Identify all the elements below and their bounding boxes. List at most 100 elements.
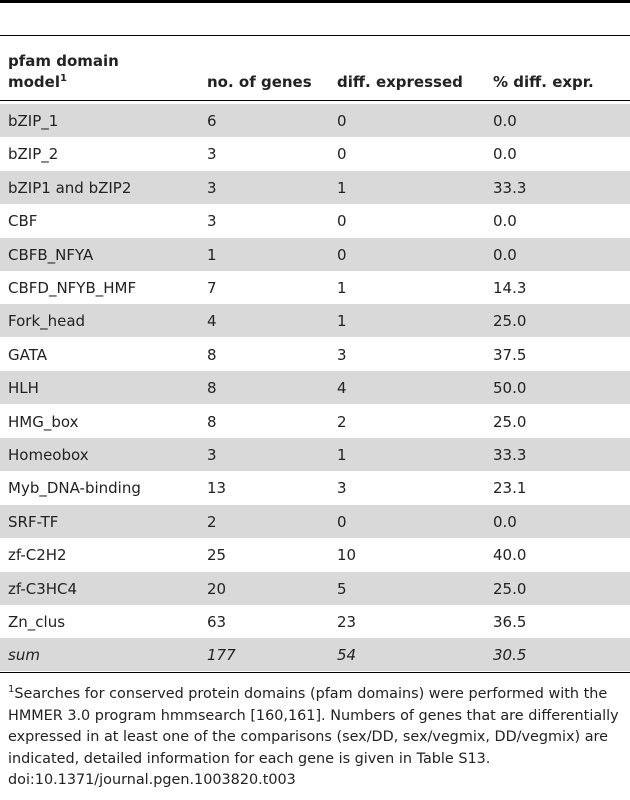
table-cell: 3: [337, 345, 347, 364]
rule: [0, 671, 630, 673]
table-row: Fork_head 4 1 25.0: [0, 304, 630, 338]
table-cell: 30.5: [493, 646, 527, 665]
table-cell: Myb_DNA-binding: [8, 479, 141, 498]
table-cell: 3: [207, 178, 217, 197]
table-row: Myb_DNA-binding 13 3 23.1: [0, 471, 630, 504]
table-row: CBFD_NFYB_HMF 7 1 14.3: [0, 271, 630, 304]
header-cell: no. of genes: [207, 73, 312, 91]
table-row: GATA 8 3 37.5: [0, 338, 630, 371]
header-cell: diff. expressed: [337, 73, 463, 91]
table-row: SRF-TF 2 0 0.0: [0, 504, 630, 538]
table-cell: zf-C2H2: [8, 546, 67, 565]
table-cell: 0.0: [493, 145, 517, 164]
table-cell: 33.3: [493, 178, 527, 197]
table-row: bZIP_2 3 0 0.0: [0, 137, 630, 170]
table-cell: 40.0: [493, 546, 527, 565]
table-cell: 3: [337, 479, 347, 498]
footnote-marker: 1: [60, 73, 67, 84]
table-cell: 0.0: [493, 245, 517, 264]
footnote-marker: 1: [8, 684, 15, 696]
table-cell: 63: [207, 613, 227, 631]
table-cell: HLH: [8, 379, 39, 398]
table-cell: 23.1: [493, 479, 527, 498]
table-cell: 1: [337, 312, 347, 331]
table-cell: GATA: [8, 345, 47, 364]
header-cell: % diff. expr.: [493, 73, 594, 91]
table-cell: 0.0: [493, 512, 517, 531]
table-row: sum 177 54 30.5: [0, 638, 630, 672]
table-cell: 20: [207, 579, 227, 598]
table-cell: 0.0: [493, 112, 517, 130]
table-cell: zf-C3HC4: [8, 579, 78, 598]
table-cell: 8: [207, 345, 217, 364]
table-row: bZIP1 and bZIP2 3 1 33.3: [0, 170, 630, 204]
table-cell: HMG_box: [8, 412, 79, 431]
table-cell: sum: [8, 646, 40, 665]
table-row: HLH 8 4 50.0: [0, 371, 630, 405]
table-row: Homeobox 3 1 33.3: [0, 438, 630, 471]
table-cell: 13: [207, 479, 227, 498]
table-cell: 23: [337, 613, 357, 631]
rule: [0, 100, 630, 101]
table-cell: 0: [337, 512, 347, 531]
table-cell: 50.0: [493, 379, 527, 398]
table-cell: 1: [207, 245, 217, 264]
table-cell: 7: [207, 279, 217, 297]
table-row: bZIP_1 6 0 0.0: [0, 104, 630, 137]
header-cell: pfam domain model1: [8, 51, 178, 93]
table-cell: 0: [337, 145, 347, 164]
rule: [0, 35, 630, 36]
table-cell: 3: [207, 145, 217, 164]
table-cell: 1: [337, 279, 347, 297]
footnote-text: Searches for conserved protein domains (…: [8, 686, 619, 767]
table-cell: 14.3: [493, 279, 527, 297]
table-cell: 0.0: [493, 212, 517, 231]
table-cell: Zn_clus: [8, 613, 66, 631]
table-row: CBF 3 0 0.0: [0, 204, 630, 237]
table-cell: 5: [337, 579, 347, 598]
table-cell: 2: [337, 412, 347, 431]
table-cell: Fork_head: [8, 312, 86, 331]
table-cell: 1: [337, 446, 347, 464]
table-cell: 25.0: [493, 579, 527, 598]
table-cell: 54: [337, 646, 357, 665]
table-cell: SRF-TF: [8, 512, 59, 531]
table-cell: CBFB_NFYA: [8, 245, 94, 264]
table-cell: 3: [207, 212, 217, 231]
table-cell: 2: [207, 512, 217, 531]
table-cell: 177: [207, 646, 236, 665]
footnote: 1Searches for conserved protein domains …: [8, 684, 626, 792]
top-border: [0, 0, 630, 3]
doi: doi:10.1371/journal.pgen.1003820.t003: [8, 772, 296, 788]
table-cell: 25.0: [493, 312, 527, 331]
table-cell: 33.3: [493, 446, 527, 464]
table-cell: CBFD_NFYB_HMF: [8, 279, 137, 297]
table-cell: 25.0: [493, 412, 527, 431]
table-cell: 4: [207, 312, 217, 331]
table-cell: 8: [207, 379, 217, 398]
table-cell: 6: [207, 112, 217, 130]
table-cell: bZIP_2: [8, 145, 59, 164]
table-cell: 1: [337, 178, 347, 197]
table-row: zf-C2H2 25 10 40.0: [0, 538, 630, 571]
table-cell: 10: [337, 546, 357, 565]
table-cell: 0: [337, 212, 347, 231]
table-cell: 3: [207, 446, 217, 464]
table-cell: 0: [337, 112, 347, 130]
table-row: HMG_box 8 2 25.0: [0, 405, 630, 438]
table-cell: 0: [337, 245, 347, 264]
table-cell: Homeobox: [8, 446, 89, 464]
table-cell: 25: [207, 546, 227, 565]
table-cell: 4: [337, 379, 347, 398]
table-cell: CBF: [8, 212, 38, 231]
header-text: pfam domain model: [8, 52, 119, 91]
table-cell: bZIP_1: [8, 112, 59, 130]
table-row: Zn_clus 63 23 36.5: [0, 605, 630, 638]
table-cell: 36.5: [493, 613, 527, 631]
table-cell: 8: [207, 412, 217, 431]
table-cell: bZIP1 and bZIP2: [8, 178, 132, 197]
table-cell: 37.5: [493, 345, 527, 364]
table-row: CBFB_NFYA 1 0 0.0: [0, 237, 630, 271]
table-row: zf-C3HC4 20 5 25.0: [0, 571, 630, 605]
